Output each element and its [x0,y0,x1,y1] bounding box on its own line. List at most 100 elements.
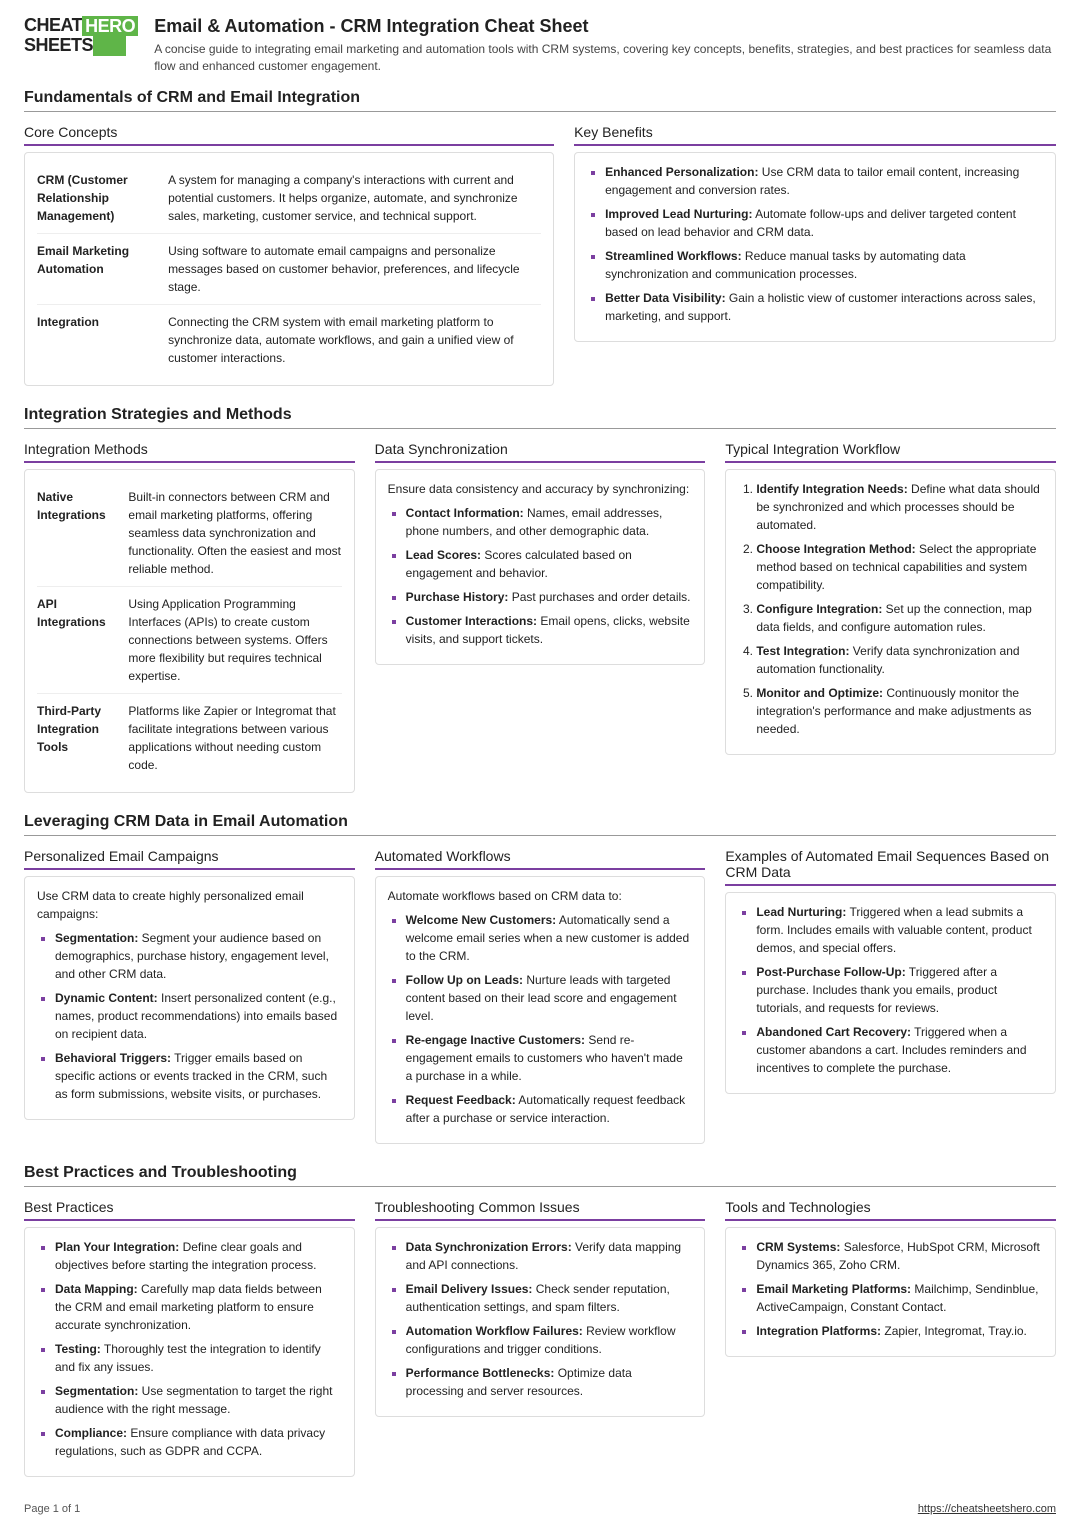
list-item: Welcome New Customers: Automatically sen… [406,911,693,965]
page-footer: Page 1 of 1 https://cheatsheetshero.com [24,1503,1056,1515]
def-term: Integration [37,313,168,367]
list-item: Contact Information: Names, email addres… [406,504,693,540]
item-label: Improved Lead Nurturing: [605,207,752,221]
list-item: Abandoned Cart Recovery: Triggered when … [756,1023,1043,1077]
list-item: Better Data Visibility: Gain a holistic … [605,289,1043,325]
list-item: Request Feedback: Automatically request … [406,1091,693,1127]
item-label: Lead Nurturing: [756,905,846,919]
list-item: Monitor and Optimize: Continuously monit… [756,684,1043,738]
list-item: Streamlined Workflows: Reduce manual tas… [605,247,1043,283]
list-item: Data Synchronization Errors: Verify data… [406,1238,693,1274]
section-heading: Best Practices and Troubleshooting [24,1164,1056,1187]
list-item: Segmentation: Use segmentation to target… [55,1382,342,1418]
list-item: Email Marketing Platforms: Mailchimp, Se… [756,1280,1043,1316]
item-label: Email Delivery Issues: [406,1282,533,1296]
subsection-heading: Personalized Email Campaigns [24,848,355,870]
item-label: Dynamic Content: [55,991,158,1005]
subsection-heading: Troubleshooting Common Issues [375,1199,706,1221]
def-row: IntegrationConnecting the CRM system wit… [37,305,541,375]
definitions-card: CRM (Customer Relationship Management)A … [24,152,554,386]
subsection-heading: Integration Methods [24,441,355,463]
list-item: Behavioral Triggers: Trigger emails base… [55,1049,342,1103]
list-item: Customer Interactions: Email opens, clic… [406,612,693,648]
item-label: Monitor and Optimize: [756,686,883,700]
def-desc: Connecting the CRM system with email mar… [168,313,541,367]
subsection-heading: Examples of Automated Email Sequences Ba… [725,848,1056,886]
list-item: Email Delivery Issues: Check sender repu… [406,1280,693,1316]
item-label: Segmentation: [55,1384,138,1398]
def-desc: A system for managing a company's intera… [168,171,541,225]
item-label: Identify Integration Needs: [756,482,907,496]
def-term: Email Marketing Automation [37,242,168,296]
list-item: Configure Integration: Set up the connec… [756,600,1043,636]
section-heading: Fundamentals of CRM and Email Integratio… [24,89,1056,112]
subsection-heading: Core Concepts [24,124,554,146]
item-label: Integration Platforms: [756,1324,881,1338]
subsection-heading: Best Practices [24,1199,355,1221]
intro-text: Automate workflows based on CRM data to: [388,887,693,905]
item-label: Welcome New Customers: [406,913,557,927]
def-row: CRM (Customer Relationship Management)A … [37,163,541,234]
item-label: Data Mapping: [55,1282,138,1296]
list-item: Lead Nurturing: Triggered when a lead su… [756,903,1043,957]
list-item: Integration Platforms: Zapier, Integroma… [756,1322,1043,1340]
item-label: Enhanced Personalization: [605,165,758,179]
list-item: Improved Lead Nurturing: Automate follow… [605,205,1043,241]
section-heading: Integration Strategies and Methods [24,406,1056,429]
def-desc: Using software to automate email campaig… [168,242,541,296]
def-desc: Platforms like Zapier or Integromat that… [128,702,341,774]
list-item: CRM Systems: Salesforce, HubSpot CRM, Mi… [756,1238,1043,1274]
logo-part: HERO [82,16,138,36]
item-label: Configure Integration: [756,602,882,616]
list-item: Post-Purchase Follow-Up: Triggered after… [756,963,1043,1017]
footer-link[interactable]: https://cheatsheetshero.com [918,1503,1056,1515]
list-item: Compliance: Ensure compliance with data … [55,1424,342,1460]
item-label: Behavioral Triggers: [55,1051,171,1065]
benefits-card: Enhanced Personalization: Use CRM data t… [574,152,1056,342]
def-desc: Built-in connectors between CRM and emai… [128,488,341,578]
list-item: Test Integration: Verify data synchroniz… [756,642,1043,678]
def-term: API Integrations [37,595,128,685]
logo-part [93,36,126,56]
subsection-heading: Typical Integration Workflow [725,441,1056,463]
workflow-card: Identify Integration Needs: Define what … [725,469,1056,755]
list-item: Lead Scores: Scores calculated based on … [406,546,693,582]
item-label: Plan Your Integration: [55,1240,179,1254]
item-label: Request Feedback: [406,1093,516,1107]
page-desc: A concise guide to integrating email mar… [154,41,1056,75]
header-text: Email & Automation - CRM Integration Che… [154,16,1056,75]
automated-card: Automate workflows based on CRM data to:… [375,876,706,1144]
examples-card: Lead Nurturing: Triggered when a lead su… [725,892,1056,1094]
def-row: Native IntegrationsBuilt-in connectors b… [37,480,342,587]
list-item: Enhanced Personalization: Use CRM data t… [605,163,1043,199]
logo: CHEATHERO SHEETS [24,16,138,75]
item-label: Choose Integration Method: [756,542,915,556]
def-term: Third-Party Integration Tools [37,702,128,774]
list-item: Segmentation: Segment your audience base… [55,929,342,983]
list-item: Plan Your Integration: Define clear goal… [55,1238,342,1274]
intro-text: Use CRM data to create highly personaliz… [37,887,342,923]
sync-card: Ensure data consistency and accuracy by … [375,469,706,665]
item-label: Lead Scores: [406,548,481,562]
subsection-heading: Key Benefits [574,124,1056,146]
personalized-card: Use CRM data to create highly personaliz… [24,876,355,1120]
item-label: Testing: [55,1342,101,1356]
item-label: Segmentation: [55,931,138,945]
list-item: Data Mapping: Carefully map data fields … [55,1280,342,1334]
item-label: Compliance: [55,1426,127,1440]
item-label: Contact Information: [406,506,524,520]
page-header: CHEATHERO SHEETS Email & Automation - CR… [24,16,1056,75]
trouble-card: Data Synchronization Errors: Verify data… [375,1227,706,1417]
def-row: Email Marketing AutomationUsing software… [37,234,541,305]
item-label: CRM Systems: [756,1240,840,1254]
page-number: Page 1 of 1 [24,1503,80,1515]
subsection-heading: Tools and Technologies [725,1199,1056,1221]
def-term: Native Integrations [37,488,128,578]
item-label: Customer Interactions: [406,614,537,628]
list-item: Follow Up on Leads: Nurture leads with t… [406,971,693,1025]
def-row: API IntegrationsUsing Application Progra… [37,587,342,694]
list-item: Purchase History: Past purchases and ord… [406,588,693,606]
list-item: Choose Integration Method: Select the ap… [756,540,1043,594]
section-heading: Leveraging CRM Data in Email Automation [24,813,1056,836]
list-item: Re-engage Inactive Customers: Send re-en… [406,1031,693,1085]
